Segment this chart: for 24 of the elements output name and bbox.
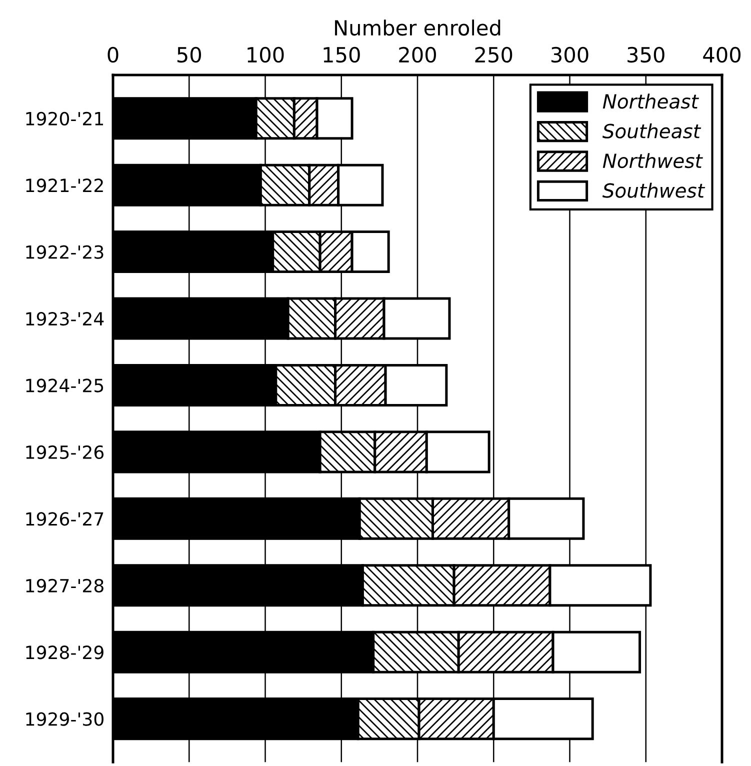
- x-tick-label: 300: [551, 46, 588, 63]
- x-tick-label: 0: [108, 46, 118, 63]
- y-tick-label: 1926-'27: [26, 512, 104, 526]
- y-tick-label: 1927-'28: [26, 578, 104, 592]
- x-tick-label: 250: [475, 46, 512, 63]
- y-tick-label: 1920-'21: [26, 112, 103, 126]
- legend-label: Northwest: [602, 153, 703, 168]
- x-tick-label: 200: [399, 46, 436, 63]
- y-tick-label: 1928-'29: [26, 646, 104, 660]
- y-tick-label: 1923-'24: [26, 312, 104, 326]
- y-tick-label: 1921-'22: [26, 178, 103, 192]
- legend-label: Northeast: [602, 94, 699, 109]
- y-tick-label: 1922-'23: [26, 245, 104, 259]
- y-tick-label: 1924-'25: [26, 378, 104, 392]
- x-tick-label: 50: [177, 46, 201, 63]
- x-axis-title: Number enroled: [335, 20, 500, 36]
- legend-label: Southwest: [602, 182, 706, 198]
- y-tick-label: 1925-'26: [26, 445, 104, 460]
- x-tick-label: 150: [324, 46, 360, 63]
- x-tick-label: 350: [628, 46, 664, 63]
- x-tick-label: 100: [248, 46, 284, 63]
- x-tick-label: 400: [703, 46, 740, 63]
- legend-label: Southeast: [602, 123, 702, 138]
- y-tick-label: 1929-'30: [26, 712, 104, 726]
